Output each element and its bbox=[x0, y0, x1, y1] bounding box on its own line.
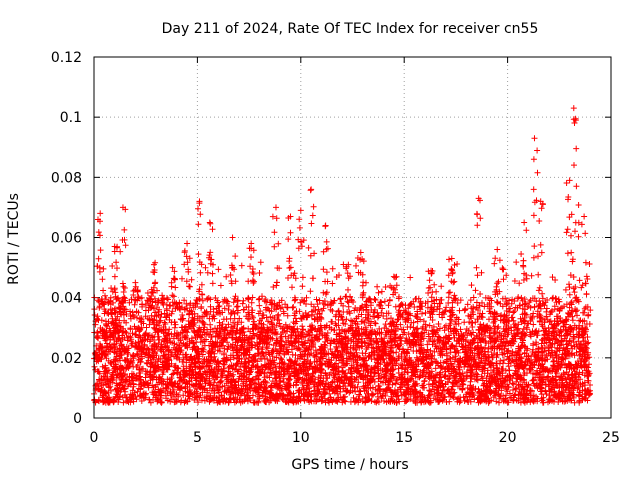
x-tick-label: 25 bbox=[602, 430, 620, 446]
y-tick-label: 0.1 bbox=[60, 110, 82, 126]
roti-peak-point bbox=[345, 261, 352, 268]
roti-peak-point bbox=[475, 195, 482, 202]
chart-title: Day 211 of 2024, Rate Of TEC Index for r… bbox=[162, 21, 539, 37]
y-axis-label: ROTI / TECUs bbox=[6, 193, 22, 285]
roti-peak-point bbox=[111, 243, 118, 250]
data-points bbox=[91, 105, 594, 406]
x-axis-label: GPS time / hours bbox=[291, 457, 408, 473]
roti-peak-point bbox=[428, 267, 435, 274]
roti-peak-point bbox=[572, 117, 579, 124]
roti-peak-point bbox=[537, 198, 544, 205]
roti-peak-point bbox=[308, 186, 315, 193]
y-tick-label: 0.12 bbox=[51, 50, 82, 66]
roti-peak-point bbox=[521, 219, 528, 226]
roti-peak-point bbox=[570, 105, 577, 112]
roti-peak-point bbox=[248, 240, 255, 247]
roti-peak-point bbox=[566, 177, 573, 184]
y-tick-label: 0.06 bbox=[51, 231, 82, 247]
roti-peak-point bbox=[196, 198, 203, 205]
y-tick-label: 0.02 bbox=[51, 351, 82, 367]
x-tick-label: 15 bbox=[395, 430, 413, 446]
roti-peak-point bbox=[184, 240, 191, 247]
x-tick-labels: 0 5 10 15 20 25 bbox=[90, 430, 620, 446]
roti-peak-point bbox=[132, 279, 139, 286]
x-tick-label: 5 bbox=[193, 430, 202, 446]
x-tick-label: 10 bbox=[292, 430, 310, 446]
y-tick-label: 0 bbox=[73, 411, 82, 427]
roti-peak-point bbox=[390, 273, 397, 280]
y-tick-label: 0.04 bbox=[51, 291, 82, 307]
roti-bulk-points bbox=[91, 115, 594, 406]
x-tick-label: 20 bbox=[499, 430, 517, 446]
roti-peak-point bbox=[119, 204, 126, 211]
roti-peak-point bbox=[531, 135, 538, 142]
roti-peak-point bbox=[581, 213, 588, 220]
roti-peak-point bbox=[206, 219, 213, 226]
roti-peak-point bbox=[169, 264, 176, 271]
y-tick-label: 0.08 bbox=[51, 170, 82, 186]
x-tick-label: 0 bbox=[90, 430, 99, 446]
roti-peak-point bbox=[322, 222, 329, 229]
y-tick-labels: 0 0.02 0.04 0.06 0.08 0.1 0.12 bbox=[51, 50, 82, 427]
roti-peak-point bbox=[297, 207, 304, 214]
roti-peak-point bbox=[229, 234, 236, 241]
roti-peak-point bbox=[494, 246, 501, 253]
roti-peak-point bbox=[357, 249, 364, 256]
roti-peak-point bbox=[97, 210, 104, 217]
plot-frame bbox=[93, 56, 612, 419]
roti-peak-point bbox=[272, 204, 279, 211]
roti-peak-point bbox=[448, 255, 455, 262]
roti-peak-point bbox=[150, 261, 157, 268]
roti-peak-point bbox=[287, 213, 294, 220]
